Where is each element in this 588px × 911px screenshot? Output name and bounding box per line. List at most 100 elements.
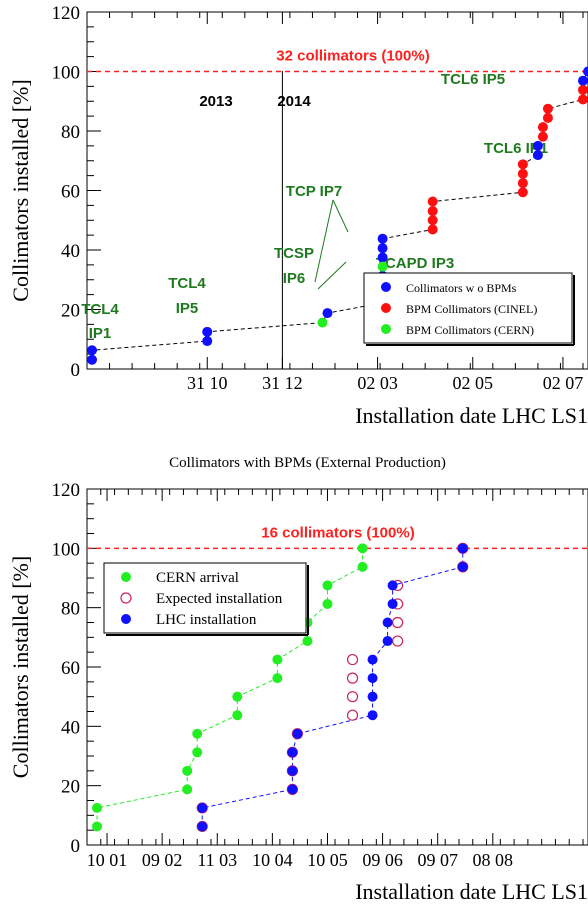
data-point xyxy=(272,673,283,684)
data-point xyxy=(517,178,528,189)
data-point xyxy=(367,673,378,684)
legend-label: BPM Collimators (CERN) xyxy=(406,323,534,337)
x-tick-label: 10 04 xyxy=(252,850,293,870)
x-tick-label: 31 10 xyxy=(187,373,228,393)
legend-label: Expected installation xyxy=(156,591,283,607)
data-point xyxy=(532,140,543,151)
data-point xyxy=(287,784,298,795)
annotation-label: TCL6 IP1 xyxy=(484,140,548,157)
data-point xyxy=(457,561,468,572)
year-label-left: 2013 xyxy=(199,93,232,110)
data-point xyxy=(392,635,404,647)
data-point xyxy=(182,765,193,776)
legend-marker xyxy=(121,572,131,582)
x-tick-label: 31 12 xyxy=(262,373,303,393)
x-axis-label: Installation date LHC LS1 xyxy=(355,403,588,428)
data-point xyxy=(427,196,438,207)
data-point xyxy=(232,710,243,721)
y-tick-label: 80 xyxy=(61,599,80,620)
legend-label: LHC installation xyxy=(156,612,257,628)
data-point xyxy=(192,728,203,739)
data-point xyxy=(427,206,438,217)
y-tick-label: 40 xyxy=(61,241,80,262)
data-point xyxy=(377,252,388,263)
data-point xyxy=(457,543,468,554)
annotation-label: TCL6 IP5 xyxy=(441,71,505,88)
x-tick-label: 10 05 xyxy=(307,850,348,870)
y-tick-label: 40 xyxy=(61,717,80,738)
data-point xyxy=(517,159,528,170)
y-axis-label: Collimators installed [%] xyxy=(8,79,33,301)
data-point xyxy=(202,336,213,347)
legend-label: CERN arrival xyxy=(156,570,239,586)
x-axis-label: Installation date LHC LS1 xyxy=(355,879,588,904)
data-point xyxy=(357,561,368,572)
data-point xyxy=(346,691,359,703)
data-point xyxy=(287,765,298,776)
annotation-label: TCSP xyxy=(274,245,314,262)
data-point xyxy=(542,112,553,123)
chart-title: Collimators with BPMs (External Producti… xyxy=(169,455,446,471)
y-tick-label: 20 xyxy=(61,301,80,322)
data-point xyxy=(387,580,398,591)
legend-label: BPM Collimators (CINEL) xyxy=(406,302,537,316)
x-tick-label: 09 06 xyxy=(362,850,403,870)
data-point xyxy=(346,709,359,721)
x-tick-label: 02 03 xyxy=(357,373,398,393)
annotation-label: TCAPD IP3 xyxy=(376,255,454,272)
data-point xyxy=(182,784,193,795)
data-point xyxy=(272,654,283,665)
data-point xyxy=(517,168,528,179)
data-point xyxy=(537,131,548,142)
data-point xyxy=(382,636,393,647)
legend-label: Collimators w o BPMs xyxy=(406,281,517,295)
y-tick-label: 0 xyxy=(71,360,81,381)
annotation-label-line2: IP5 xyxy=(176,300,199,317)
legend-box xyxy=(363,272,573,344)
data-point xyxy=(377,233,388,244)
callout-line xyxy=(332,199,349,233)
y-tick-label: 80 xyxy=(61,122,80,143)
annotation-label-line2: IP6 xyxy=(283,270,306,287)
data-point xyxy=(92,802,103,813)
reference-line-label: 16 collimators (100%) xyxy=(261,524,414,541)
data-point xyxy=(357,543,368,554)
legend-box xyxy=(103,562,307,634)
x-tick-label: 08 08 xyxy=(473,850,514,870)
plot-frame xyxy=(86,488,588,846)
y-tick-label: 120 xyxy=(52,480,81,501)
annotation-label-line2: IP1 xyxy=(89,325,112,342)
data-point xyxy=(197,802,208,813)
data-point xyxy=(367,710,378,721)
data-point xyxy=(382,617,393,628)
legend-marker xyxy=(381,303,391,313)
annotation-label: TCP IP7 xyxy=(286,183,342,200)
data-point xyxy=(322,580,333,591)
data-point xyxy=(377,261,388,272)
legend-marker xyxy=(121,614,131,624)
y-tick-label: 120 xyxy=(52,3,81,24)
data-point xyxy=(517,187,528,198)
series-line xyxy=(96,548,364,827)
data-point xyxy=(387,598,398,609)
data-point xyxy=(322,308,333,319)
y-tick-label: 60 xyxy=(61,658,80,679)
legend-marker xyxy=(381,324,391,334)
data-point xyxy=(427,215,438,226)
data-point xyxy=(392,616,404,629)
callout-line xyxy=(314,199,334,283)
x-tick-label: 10 01 xyxy=(87,850,128,870)
legend-marker xyxy=(120,592,132,604)
data-point xyxy=(377,243,388,254)
data-point xyxy=(87,345,98,356)
data-point xyxy=(427,224,438,235)
data-point xyxy=(367,654,378,665)
x-tick-label: 09 07 xyxy=(417,850,458,870)
data-point xyxy=(322,598,333,609)
y-tick-label: 0 xyxy=(71,836,81,857)
callout-line xyxy=(317,261,347,290)
chart-panel-top: 0 20 40 60 80 100 120 31 10 31 12 02 03 02 05 02 07… xyxy=(8,3,588,428)
series-line xyxy=(201,548,464,827)
data-point xyxy=(292,728,303,739)
data-point xyxy=(367,691,378,702)
